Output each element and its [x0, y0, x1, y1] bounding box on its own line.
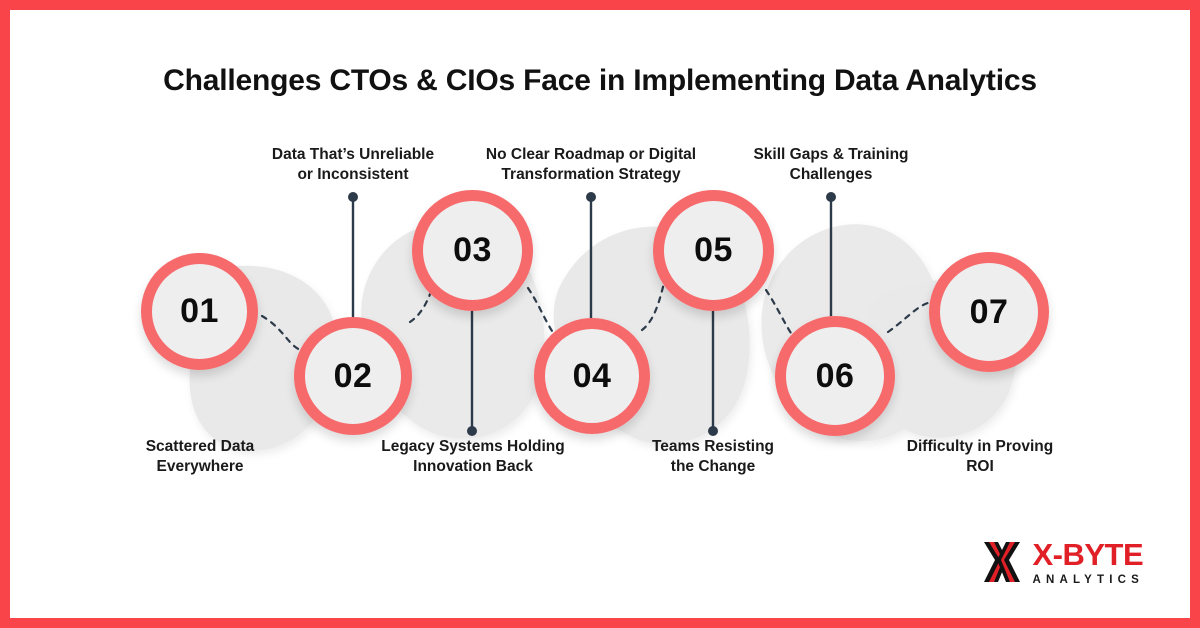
- dotted-connector-1-2: [260, 314, 308, 354]
- step-label-03-line2: Innovation Back: [413, 458, 533, 476]
- step-label-03: Legacy Systems Holding Innovation Back: [348, 437, 598, 477]
- step-number-01: 01: [180, 292, 219, 330]
- page-title: Challenges CTOs & CIOs Face in Implement…: [163, 64, 1037, 97]
- step-label-01-line1: Scattered Data: [145, 438, 255, 455]
- logo-wordmark: X-BYTE ANALYTICS: [1032, 539, 1144, 587]
- step-label-01: Scattered Data Everywhere: [100, 437, 300, 477]
- step-label-04-line1: No Clear Roadmap or Digital: [485, 146, 697, 163]
- step-number-07: 07: [969, 292, 1009, 331]
- step-label-07: Difficulty in Proving ROI: [880, 437, 1080, 477]
- step-node-07[interactable]: 07: [929, 252, 1049, 372]
- step-label-02: Data That’s Unreliable or Inconsistent: [228, 145, 478, 185]
- brand-logo[interactable]: X-BYTE ANALYTICS: [982, 539, 1144, 587]
- step-label-07-line2: ROI: [966, 458, 994, 476]
- step-node-05[interactable]: 05: [653, 190, 774, 311]
- step-label-02-line1: Data That’s Unreliable: [271, 146, 435, 163]
- step-number-03: 03: [453, 231, 492, 269]
- logo-name: X-BYTE: [1032, 536, 1144, 572]
- step-label-03-line1: Legacy Systems Holding: [381, 438, 565, 455]
- step-label-06-line1: Skill Gaps & Training: [753, 146, 909, 163]
- step-label-04: No Clear Roadmap or Digital Transformati…: [455, 145, 727, 185]
- step-label-05-line1: Teams Resisting: [651, 438, 775, 455]
- logo-subtitle: ANALYTICS: [1032, 573, 1144, 586]
- step-number-05: 05: [694, 231, 733, 269]
- step-label-02-line2: or Inconsistent: [297, 166, 409, 184]
- step-number-02: 02: [333, 356, 373, 395]
- step-label-05: Teams Resisting the Change: [613, 437, 813, 477]
- step-label-06: Skill Gaps & Training Challenges: [721, 145, 941, 185]
- step-label-05-line2: the Change: [670, 458, 756, 476]
- step-node-03[interactable]: 03: [412, 190, 533, 311]
- step-label-01-line2: Everywhere: [156, 458, 244, 476]
- step-number-06: 06: [815, 356, 855, 395]
- x-byte-mark-icon: [984, 542, 1021, 583]
- step-number-04: 04: [572, 356, 612, 395]
- step-label-07-line1: Difficulty in Proving: [906, 438, 1054, 455]
- step-node-06[interactable]: 06: [775, 316, 895, 436]
- step-node-01[interactable]: 01: [141, 253, 258, 370]
- step-label-04-line2: Transformation Strategy: [501, 166, 681, 184]
- step-node-04[interactable]: 04: [534, 318, 650, 434]
- step-node-02[interactable]: 02: [294, 317, 412, 435]
- step-label-06-line2: Challenges: [789, 166, 873, 184]
